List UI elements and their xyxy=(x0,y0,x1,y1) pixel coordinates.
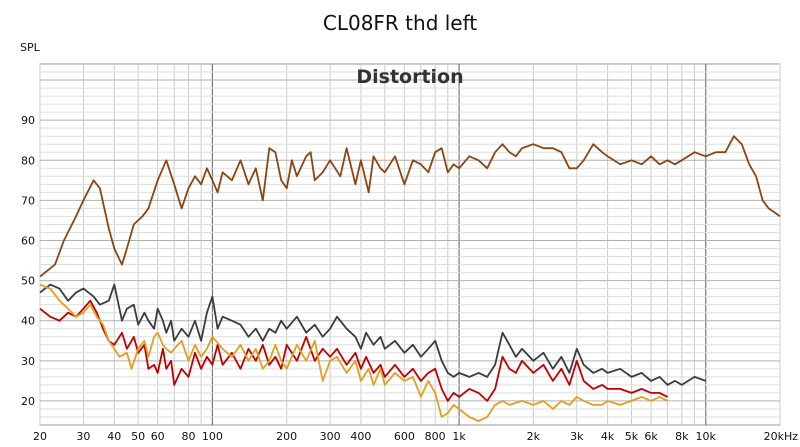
series-line-2 xyxy=(39,283,707,386)
grid-lines xyxy=(39,64,781,425)
x-tick-label: 6k xyxy=(644,430,658,443)
x-tick-label: 20kHz xyxy=(764,430,799,443)
y-tick-label: 50 xyxy=(21,275,35,288)
series-line-4 xyxy=(39,283,668,422)
x-tick-label: 60 xyxy=(151,430,165,443)
x-tick-label: 30 xyxy=(76,430,90,443)
y-tick-label: 80 xyxy=(21,154,35,167)
x-tick-label: 8k xyxy=(675,430,689,443)
x-tick-label: 40 xyxy=(107,430,121,443)
x-tick-label: 10k xyxy=(696,430,717,443)
y-tick-label: 70 xyxy=(21,194,35,207)
x-tick-label: 20 xyxy=(33,430,47,443)
x-tick-label: 200 xyxy=(276,430,297,443)
x-tick-label: 600 xyxy=(394,430,415,443)
series-line-1 xyxy=(39,135,781,278)
y-axis-label: SPL xyxy=(20,41,41,54)
y-tick-label: 20 xyxy=(21,395,35,408)
x-tick-label: 80 xyxy=(182,430,196,443)
y-tick-label: 30 xyxy=(21,355,35,368)
x-tick-label: 300 xyxy=(320,430,341,443)
y-tick-label: 60 xyxy=(21,234,35,247)
x-tick-label: 2k xyxy=(527,430,541,443)
y-tick-label: 40 xyxy=(21,315,35,328)
plot-area xyxy=(39,63,781,426)
series-layer xyxy=(39,135,781,422)
x-tick-label: 400 xyxy=(350,430,371,443)
series-line-3 xyxy=(39,299,668,402)
x-tick-label: 800 xyxy=(425,430,446,443)
x-tick-label: 100 xyxy=(202,430,223,443)
x-tick-label: 4k xyxy=(601,430,615,443)
x-tick-label: 3k xyxy=(570,430,584,443)
y-tick-label: 90 xyxy=(21,114,35,127)
tick-labels: 20 30 40 50 60 80 100 200 300 400 600 800 1k 2k 3k 4k 5k… xyxy=(21,114,798,443)
chart-subtitle: Distortion xyxy=(356,66,463,88)
chart-title: CL08FR thd left xyxy=(323,11,477,35)
x-tick-label: 50 xyxy=(131,430,145,443)
x-tick-label: 5k xyxy=(625,430,639,443)
x-tick-label: 1k xyxy=(452,430,466,443)
